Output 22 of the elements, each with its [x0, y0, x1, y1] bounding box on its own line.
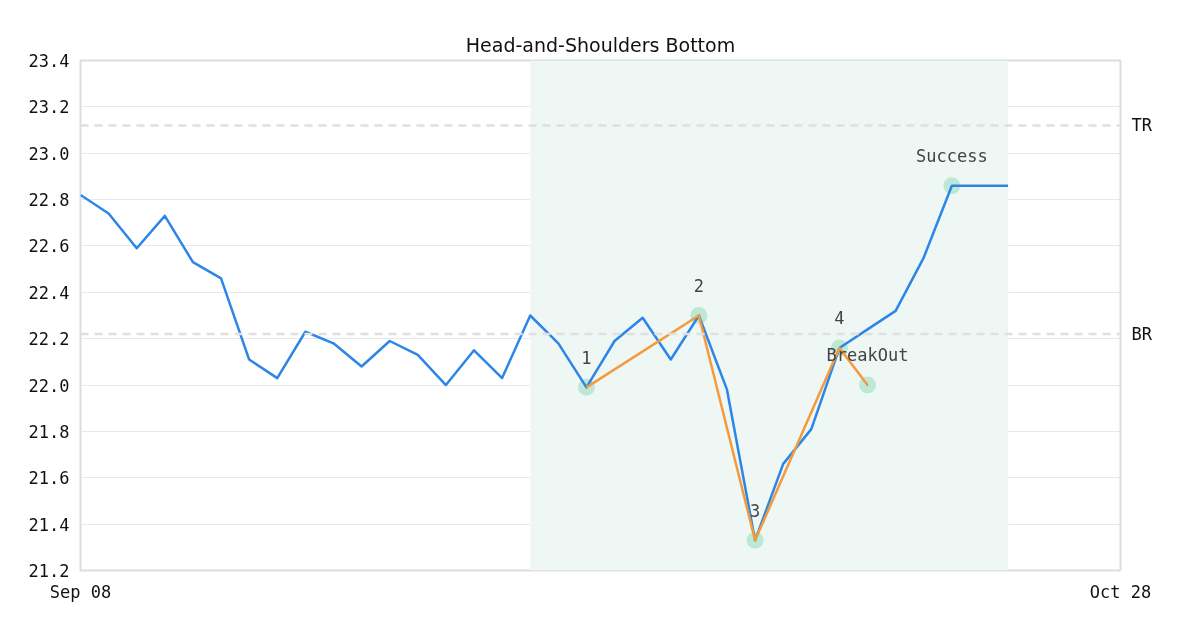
ref-line-label: BR: [1131, 324, 1153, 345]
annotation: Success: [916, 145, 988, 166]
annotation: 3: [749, 500, 761, 521]
y-tick-label: 22.2: [28, 329, 70, 350]
y-tick-label: 21.2: [28, 561, 70, 581]
annotation: 1: [581, 347, 592, 368]
y-tick-label: 23.2: [28, 97, 70, 118]
y-tick-label: 23.0: [28, 143, 70, 164]
y-tick-label: 21.8: [28, 421, 70, 442]
y-tick-label: 22.4: [28, 282, 70, 303]
annotation: 4: [834, 308, 845, 329]
y-tick-label: 22.6: [28, 236, 70, 257]
annotation: 2: [693, 276, 705, 296]
y-tick-label: 21.6: [28, 468, 70, 489]
chart-title: Head-and-Shoulders Bottom: [465, 33, 736, 56]
y-tick-label: 21.4: [28, 514, 70, 535]
ref-line-label: TR: [1131, 115, 1153, 136]
x-tick-label: Oct 28: [1089, 581, 1152, 602]
y-tick-label: 23.4: [28, 51, 70, 71]
y-tick-label: 22.0: [28, 375, 70, 396]
x-tick-label: Sep 08: [49, 581, 112, 602]
y-tick-label: 22.8: [28, 190, 70, 211]
